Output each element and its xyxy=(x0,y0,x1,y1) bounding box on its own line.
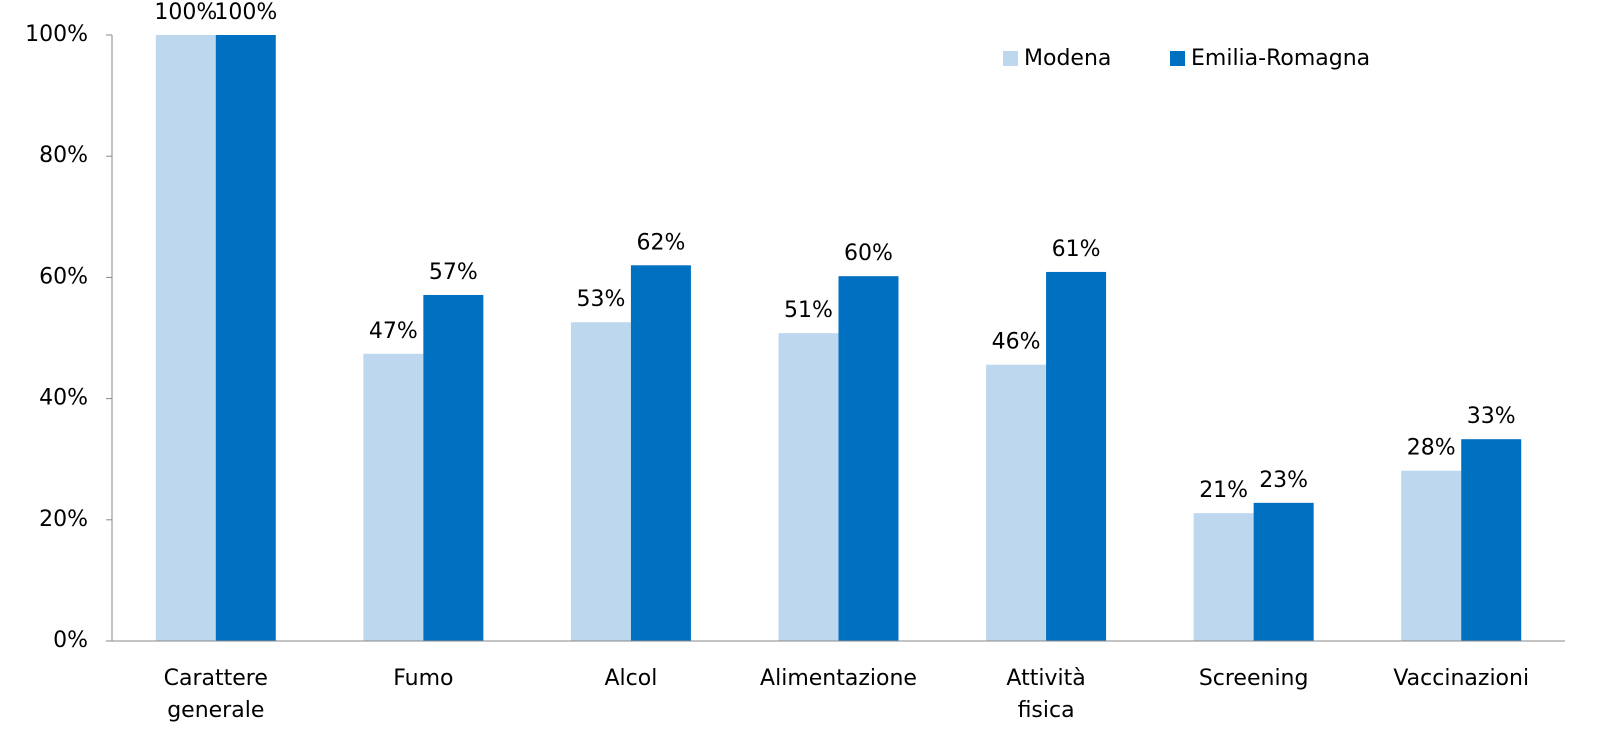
y-tick-label: 80% xyxy=(39,143,88,168)
bar xyxy=(1046,271,1107,641)
value-label: 57% xyxy=(429,260,478,285)
legend-label: Modena xyxy=(1024,46,1111,71)
legend-label: Emilia-Romagna xyxy=(1191,46,1370,71)
x-tick-line: Vaccinazioni xyxy=(1393,666,1529,691)
x-tick-line: Alcol xyxy=(605,666,658,691)
bar xyxy=(215,35,276,641)
bar xyxy=(1461,439,1522,641)
value-label: 21% xyxy=(1199,478,1248,503)
x-tick-line: Attività xyxy=(1006,666,1085,691)
bar xyxy=(630,265,691,641)
y-tick-label: 60% xyxy=(39,264,88,289)
bar xyxy=(1401,470,1462,641)
y-tick-label: 40% xyxy=(39,386,88,411)
x-tick-line: Fumo xyxy=(393,666,453,691)
value-label: 100% xyxy=(214,0,277,25)
bar xyxy=(986,364,1047,641)
x-tick-line: generale xyxy=(167,698,264,723)
x-tick-label: Attività fisica xyxy=(1006,666,1085,723)
x-tick-label: Screening xyxy=(1199,666,1309,691)
x-tick-label: Carattere generale xyxy=(164,666,268,723)
x-tick-label: Alimentazione xyxy=(760,666,917,691)
bar xyxy=(570,322,631,641)
legend-swatch xyxy=(1170,51,1185,66)
bar xyxy=(1193,513,1254,641)
bar xyxy=(778,333,839,641)
value-label: 46% xyxy=(992,330,1041,355)
value-label: 53% xyxy=(576,287,625,312)
y-tick-label: 20% xyxy=(39,507,88,532)
x-tick-line: Carattere xyxy=(164,666,268,691)
bar xyxy=(363,353,424,641)
value-label: 23% xyxy=(1259,468,1308,493)
value-label: 51% xyxy=(784,298,833,323)
y-tick-label: 100% xyxy=(25,22,88,47)
x-tick-label: Fumo xyxy=(393,666,453,691)
value-label: 60% xyxy=(844,241,893,266)
value-label: 28% xyxy=(1407,436,1456,461)
value-label: 100% xyxy=(154,0,217,25)
x-tick-label: Alcol xyxy=(605,666,658,691)
x-tick-line: Screening xyxy=(1199,666,1309,691)
legend-swatch xyxy=(1003,51,1018,66)
bar xyxy=(423,294,484,641)
value-label: 33% xyxy=(1467,404,1516,429)
bar xyxy=(1253,502,1314,641)
x-tick-label: Vaccinazioni xyxy=(1393,666,1529,691)
value-label: 47% xyxy=(369,319,418,344)
x-tick-line: Alimentazione xyxy=(760,666,917,691)
bar xyxy=(155,35,216,641)
value-label: 61% xyxy=(1052,237,1101,262)
x-tick-line: fisica xyxy=(1018,698,1075,723)
bar xyxy=(838,276,899,641)
value-label: 62% xyxy=(636,230,685,255)
y-tick-label: 0% xyxy=(53,628,88,653)
